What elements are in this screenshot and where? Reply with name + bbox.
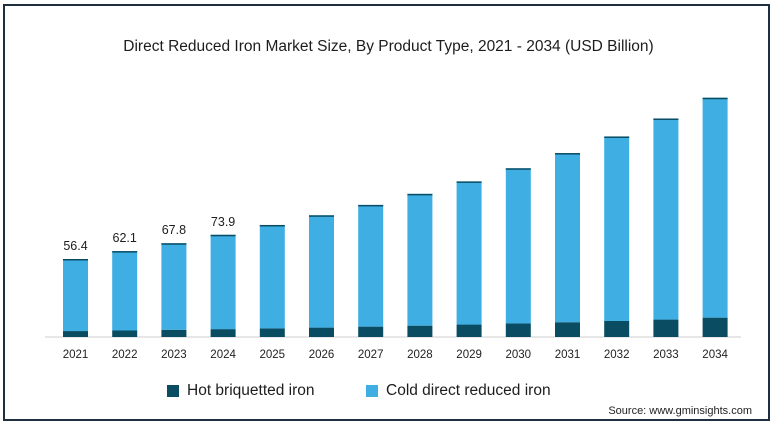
x-tick-label: 2034 (702, 349, 728, 361)
x-tick-label: 2032 (604, 349, 630, 361)
x-tick-label: 2026 (309, 349, 335, 361)
source-note: Source: www.gminsights.com (608, 405, 752, 417)
bar-cap-2033 (653, 118, 679, 120)
legend-swatch-hot (167, 385, 179, 397)
bar-hot-2029 (456, 324, 482, 337)
bar-cap-2034 (702, 97, 728, 100)
data-label-2024: 73.9 (211, 215, 235, 229)
data-label-2023: 67.8 (162, 223, 186, 237)
bar-cap-2030 (505, 168, 531, 170)
bar-cap-2022 (112, 251, 138, 253)
bar-hot-2028 (407, 325, 433, 337)
data-label-2022: 62.1 (113, 231, 137, 245)
bar-hot-2031 (555, 322, 580, 337)
x-tick-label: 2033 (653, 349, 679, 361)
bar-cold-2031 (555, 153, 580, 323)
x-tick-label: 2028 (407, 349, 433, 361)
legend-label-cold: Cold direct reduced iron (386, 382, 551, 399)
bar-hot-2022 (112, 330, 138, 337)
bar-cold-2030 (505, 168, 531, 324)
data-label-2021: 56.4 (63, 239, 87, 253)
bar-cap-2025 (259, 224, 285, 227)
bar-hot-2021 (63, 331, 88, 337)
legend: Hot briquetted iron Cold direct reduced … (5, 382, 772, 404)
x-tick-label: 2029 (456, 349, 482, 361)
chart-frame: Direct Reduced Iron Market Size, By Prod… (3, 4, 770, 421)
bar-hot-2030 (505, 323, 531, 337)
bar-cold-2033 (653, 118, 679, 320)
legend-label-hot: Hot briquetted iron (187, 382, 315, 399)
x-tick-label: 2031 (555, 349, 581, 361)
x-tick-label: 2024 (210, 349, 236, 361)
bar-cap-2028 (407, 193, 433, 196)
x-tick-label: 2022 (112, 349, 138, 361)
bar-hot-2023 (161, 329, 187, 337)
bar-cap-2021 (63, 258, 88, 261)
bar-hot-2024 (210, 329, 236, 337)
bar-cap-2032 (604, 136, 630, 138)
legend-item-cold: Cold direct reduced iron (366, 382, 551, 400)
bar-chart: 2021 56.4 2022 62.1 2023 67.8 2024 73.9 2025 2026… (45, 97, 741, 361)
bar-cold-2023 (161, 243, 187, 330)
bar-cap-2023 (161, 243, 187, 245)
bar-cold-2022 (112, 251, 138, 331)
bar-cap-2031 (555, 153, 580, 155)
bar-hot-2027 (358, 326, 384, 337)
bar-cold-2029 (456, 181, 482, 325)
bar-cap-2024 (210, 234, 236, 237)
bar-cold-2026 (309, 215, 334, 328)
bar-hot-2026 (309, 327, 334, 337)
bar-cap-2029 (456, 181, 482, 183)
legend-swatch-cold (366, 385, 378, 397)
bar-cold-2021 (63, 258, 88, 332)
x-tick-label: 2030 (506, 349, 532, 361)
x-tick-label: 2027 (358, 349, 384, 361)
bar-cold-2028 (407, 193, 433, 326)
bar-hot-2033 (653, 319, 679, 337)
bar-cold-2025 (259, 224, 285, 329)
x-tick-label: 2025 (260, 349, 286, 361)
chart-title: Direct Reduced Iron Market Size, By Prod… (123, 38, 654, 55)
bar-cold-2027 (358, 204, 384, 327)
bar-cold-2024 (210, 234, 236, 330)
legend-item-hot: Hot briquetted iron (167, 382, 315, 400)
bar-hot-2034 (702, 317, 728, 337)
bar-cold-2034 (702, 97, 728, 318)
x-tick-label: 2021 (63, 349, 89, 361)
bar-hot-2032 (604, 320, 630, 337)
x-tick-label: 2023 (161, 349, 187, 361)
bar-cold-2032 (604, 136, 630, 321)
bar-cap-2026 (309, 215, 334, 217)
bar-hot-2025 (259, 328, 285, 337)
bar-cap-2027 (358, 204, 384, 207)
